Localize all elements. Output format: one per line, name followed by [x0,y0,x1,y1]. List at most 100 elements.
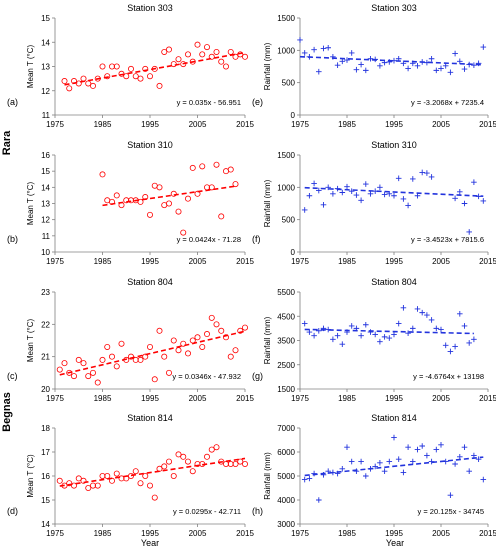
y-tick-label: 12 [41,87,50,96]
y-tick-label: 14 [41,520,50,529]
x-tick-label: 1995 [385,529,403,538]
data-point [222,334,229,341]
data-point [213,444,220,451]
panel-title: Station 804 [371,277,417,287]
data-point [386,458,393,465]
data-point [194,460,201,467]
data-point [227,460,234,467]
data-point [199,343,206,350]
panel-letter: (g) [252,371,263,381]
data-point [301,476,308,483]
data-point [334,332,341,339]
data-point [146,343,153,350]
data-point [471,62,477,69]
data-point [353,192,360,198]
data-point [203,331,210,338]
trend-equation: y = 0.0424x - 71.28 [177,235,241,244]
data-point [428,55,435,62]
data-point [180,453,187,460]
x-tick-label: 1985 [94,120,112,129]
data-point [461,66,468,72]
x-axis-title-right: Year [386,538,404,548]
y-tick-label: 17 [41,448,50,457]
data-point [452,343,458,350]
y-axis-label: Rainfall (mm) [263,42,272,90]
data-point [94,379,101,386]
data-point [461,200,468,207]
panel-a: Station 303 11 12 13 14 15 1975 1985 1995 2005 201… [7,3,254,129]
data-point [320,45,327,52]
data-point [113,63,120,70]
data-point [113,192,120,199]
data-point [358,458,364,465]
x-tick-label: 2005 [189,394,207,403]
trend-line [299,55,484,66]
data-point [218,213,225,220]
data-point [442,63,449,69]
data-point [367,55,374,62]
x-tick-label: 2015 [479,529,496,538]
y-tick-label: 3000 [277,520,295,529]
data-point [227,353,234,360]
x-tick-label: 2005 [432,120,450,129]
data-point [213,321,220,328]
x-tick-label: 2015 [479,394,496,403]
data-point [377,338,383,345]
data-point [330,336,336,343]
data-point [170,337,177,344]
data-point [363,473,369,479]
data-point [325,468,331,474]
panel-title: Station 310 [371,140,417,150]
data-point [227,166,234,173]
x-tick-label: 1985 [338,120,356,129]
x-tick-label: 2015 [236,529,254,538]
data-point [80,360,87,367]
data-point [180,61,187,68]
data-point [301,207,308,213]
data-point [381,334,388,340]
data-point [405,330,411,337]
data-point [457,311,463,317]
data-point [395,175,402,182]
group-label-rara: Rara [1,130,13,155]
data-point [142,65,149,72]
data-point [438,442,444,448]
data-point [142,472,149,479]
data-point [452,195,458,202]
data-point [377,460,383,466]
panel-title: Station 814 [371,413,417,423]
data-point [75,356,82,363]
data-point [180,229,187,236]
data-point [241,460,248,467]
x-tick-label: 1985 [338,257,356,266]
data-point [118,340,125,347]
data-point [457,58,463,65]
data-point [419,443,425,449]
data-point [442,342,449,349]
x-tick-label: 1995 [385,120,403,129]
data-point [358,197,364,204]
data-point [316,328,322,334]
panel-letter: (e) [252,97,263,107]
y-tick-label: 13 [41,63,50,72]
panel-e: Station 303 0 500 1000 1500 1975 1985 1995 2005 2… [252,3,496,129]
data-point [90,369,97,376]
y-tick-label: 15 [41,167,50,176]
data-point [208,446,215,453]
x-tick-label: 1985 [338,529,356,538]
data-point [85,373,92,380]
data-point [433,325,440,332]
data-point [353,468,360,474]
data-point [175,208,182,215]
data-point [433,67,440,74]
y-tick-label: 21 [41,353,50,362]
data-point [466,340,472,346]
y-tick-label: 1000 [277,183,295,192]
data-point [232,347,239,354]
y-axis-label: Mean T (°C) [26,44,35,88]
data-point [203,453,210,460]
data-point [213,161,220,168]
data-point [175,347,182,354]
data-point [203,44,210,51]
